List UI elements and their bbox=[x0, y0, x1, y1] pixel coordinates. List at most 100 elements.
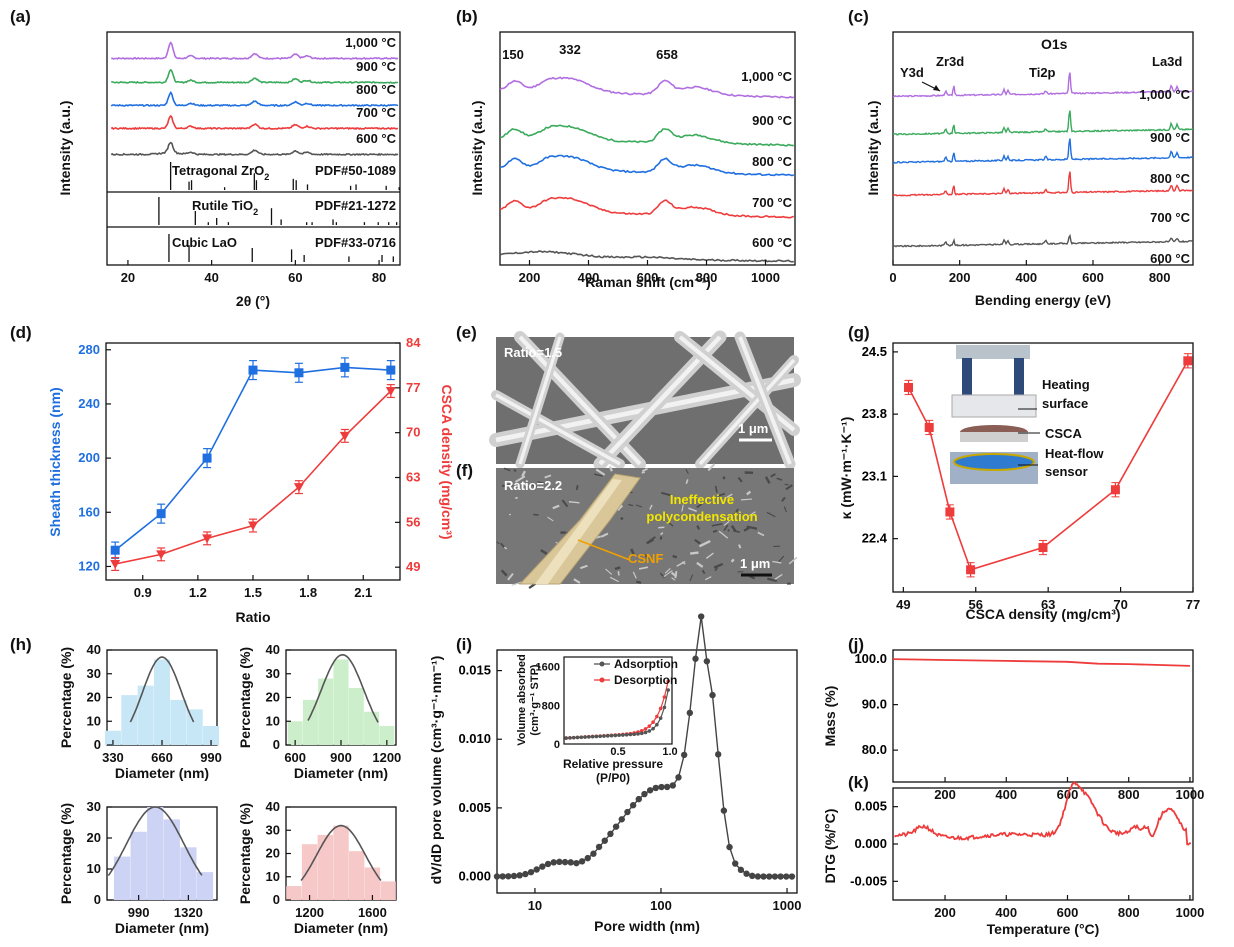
inset-y-label: Volume absorbed bbox=[516, 654, 528, 745]
texture bbox=[743, 526, 750, 532]
y-tick-label: 280 bbox=[78, 342, 100, 357]
texture bbox=[568, 501, 580, 504]
inset-y-tick-label: 800 bbox=[542, 700, 560, 712]
gaussian-fit bbox=[300, 824, 382, 881]
histogram-bar bbox=[349, 851, 365, 900]
panel-letter-g: (g) bbox=[848, 323, 870, 342]
y2-tick-label: 63 bbox=[406, 470, 420, 485]
histogram-bar bbox=[333, 825, 349, 900]
x-tick-label: 600 bbox=[637, 270, 659, 285]
x-tick-label: 600 bbox=[1057, 905, 1079, 920]
data-point bbox=[652, 784, 660, 792]
y-tick-label: 20 bbox=[87, 690, 101, 705]
texture bbox=[696, 503, 703, 509]
annotation-text: Ineffective bbox=[670, 492, 734, 507]
data-point bbox=[579, 735, 584, 740]
fiber-highlight bbox=[495, 393, 621, 466]
device-top bbox=[956, 345, 1030, 359]
data-point bbox=[655, 722, 659, 727]
series-label: 1,000 °C bbox=[741, 69, 792, 84]
x-tick-label: 0.9 bbox=[134, 585, 152, 600]
y-tick-label: 0.005 bbox=[854, 799, 887, 814]
data-point bbox=[641, 790, 648, 798]
data-point bbox=[643, 727, 648, 731]
data-point bbox=[636, 732, 640, 736]
x-tick-label: 1600 bbox=[358, 905, 387, 920]
legend-label: Desorption bbox=[614, 673, 677, 687]
texture bbox=[671, 577, 676, 581]
data-point bbox=[110, 559, 121, 569]
x-axis-label: Bending energy (eV) bbox=[975, 292, 1111, 308]
texture bbox=[685, 468, 689, 475]
data-point bbox=[658, 783, 665, 791]
texture bbox=[609, 576, 619, 583]
texture bbox=[766, 511, 776, 518]
texture bbox=[544, 474, 552, 479]
texture bbox=[600, 532, 609, 538]
raman-frame bbox=[499, 31, 796, 266]
histogram-bar bbox=[286, 886, 302, 900]
x-tick-label: 40 bbox=[204, 270, 218, 285]
data-point bbox=[732, 860, 739, 867]
histogram-bar bbox=[137, 685, 154, 745]
series-label: 600 °C bbox=[752, 235, 793, 250]
data-point bbox=[544, 860, 552, 868]
data-point bbox=[578, 858, 586, 865]
panel-letter-i: (i) bbox=[456, 635, 472, 654]
y-tick-label: 20 bbox=[87, 830, 101, 845]
series-label: 800 °C bbox=[356, 82, 397, 97]
data-point bbox=[635, 795, 642, 803]
gaussian-fit bbox=[307, 653, 379, 723]
y-tick-label: 0.015 bbox=[458, 663, 491, 678]
texture bbox=[773, 573, 783, 581]
texture bbox=[547, 516, 554, 522]
data-point bbox=[646, 787, 654, 794]
inset-label: sensor bbox=[1045, 464, 1088, 479]
texture bbox=[711, 522, 723, 527]
peak-annotation: Zr3d bbox=[936, 54, 964, 69]
y-tick-label: 10 bbox=[87, 713, 101, 728]
texture bbox=[522, 482, 529, 487]
texture bbox=[630, 548, 636, 556]
texture bbox=[552, 504, 560, 510]
y-tick-label: 23.1 bbox=[862, 468, 887, 483]
raman-spectrum bbox=[499, 196, 795, 219]
x-tick-label: 1000 bbox=[773, 898, 802, 913]
x-tick-label: 63 bbox=[1041, 597, 1055, 612]
x-tick-label: 70 bbox=[1113, 597, 1127, 612]
texture bbox=[694, 538, 701, 545]
x-tick-label: 1200 bbox=[372, 750, 401, 765]
data-point bbox=[1183, 356, 1193, 366]
data-point bbox=[771, 873, 779, 880]
texture bbox=[764, 476, 771, 484]
scale-bar-label: 1 μm bbox=[738, 421, 768, 436]
texture bbox=[776, 477, 783, 481]
pointer-line bbox=[577, 539, 631, 561]
data-point bbox=[669, 782, 677, 789]
xrd-pattern bbox=[111, 41, 399, 60]
x-axis-label: Temperature (°C) bbox=[987, 921, 1100, 937]
histogram-bar bbox=[147, 807, 164, 900]
texture bbox=[500, 569, 508, 577]
data-point bbox=[737, 866, 745, 874]
peak-annotation: 332 bbox=[559, 42, 581, 57]
texture bbox=[511, 581, 523, 586]
data-point bbox=[680, 751, 688, 759]
texture bbox=[664, 568, 671, 574]
data-point bbox=[598, 734, 602, 739]
legend-marker bbox=[599, 661, 605, 667]
data-point bbox=[567, 859, 574, 866]
data-point bbox=[743, 870, 750, 877]
legend-marker bbox=[599, 677, 605, 683]
inset-x-label: (P/P0) bbox=[596, 771, 630, 785]
y-tick-label: 0.000 bbox=[458, 869, 491, 884]
sem-image-f bbox=[496, 463, 798, 590]
series-label: 900 °C bbox=[356, 59, 397, 74]
data-point bbox=[499, 873, 506, 880]
inset-x-tick-label: 0.5 bbox=[610, 746, 625, 758]
fiber-highlight bbox=[698, 358, 796, 466]
data-point bbox=[248, 521, 258, 531]
y-tick-label: 0 bbox=[273, 892, 280, 907]
texture bbox=[685, 479, 689, 485]
ref-pdf: PDF#33-0716 bbox=[315, 235, 396, 250]
